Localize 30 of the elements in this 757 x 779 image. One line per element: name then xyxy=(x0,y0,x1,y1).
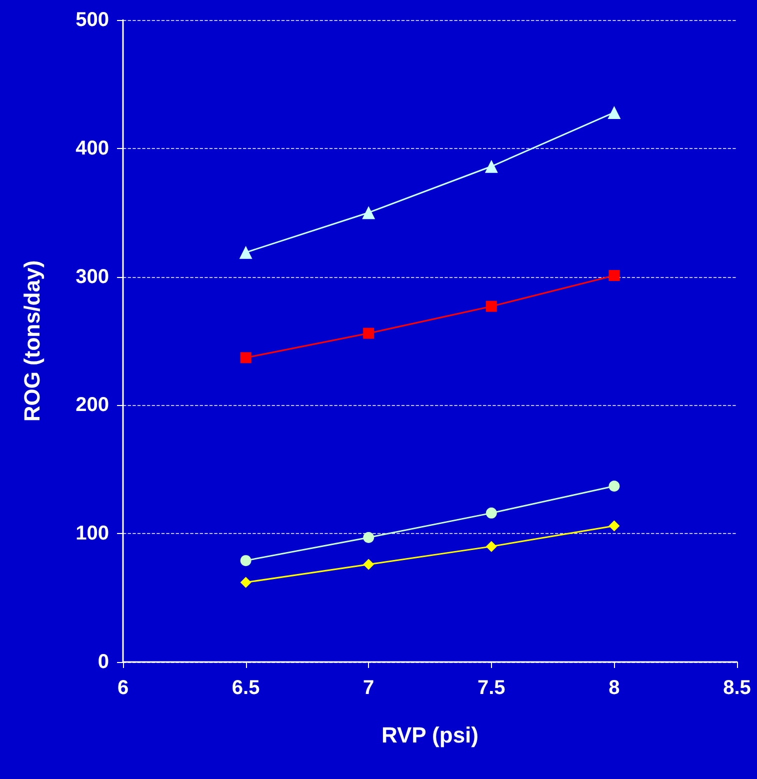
point xyxy=(608,480,620,492)
x-tick-label: 7.5 xyxy=(477,677,506,699)
x-tick-label: 6 xyxy=(117,677,129,699)
point xyxy=(240,555,252,566)
y-tick-label: 200 xyxy=(76,394,109,416)
point xyxy=(363,328,374,339)
x-tick-label: 6.5 xyxy=(232,677,260,699)
x-tick-label: 8.5 xyxy=(723,677,751,699)
y-tick-label: 400 xyxy=(76,137,109,160)
point xyxy=(239,246,252,259)
y-tick-label: 500 xyxy=(76,9,109,31)
point xyxy=(486,300,497,312)
point xyxy=(240,576,252,588)
x-tick-label: 7 xyxy=(363,677,374,699)
point xyxy=(240,352,252,364)
x-tick-label: 8 xyxy=(608,677,620,699)
point xyxy=(608,270,620,282)
point xyxy=(486,508,497,519)
point xyxy=(608,520,620,532)
point xyxy=(363,532,374,543)
y-tick-label: 100 xyxy=(76,522,109,545)
y-axis-title: ROG (tons/day) xyxy=(20,260,44,422)
point xyxy=(608,106,621,119)
point xyxy=(486,540,497,552)
point xyxy=(484,160,498,173)
x-axis-title: RVP (psi) xyxy=(382,722,478,748)
y-tick-label: 300 xyxy=(76,266,109,288)
y-tick-label: 0 xyxy=(98,651,109,673)
point xyxy=(362,206,376,220)
point xyxy=(363,558,374,570)
